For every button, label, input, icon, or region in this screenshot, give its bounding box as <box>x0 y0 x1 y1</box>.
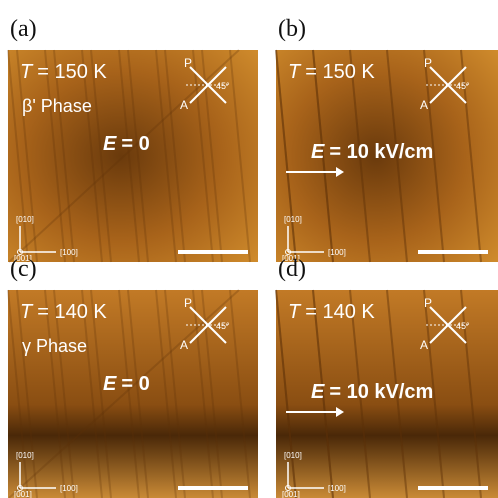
field-value: = 10 kV/cm <box>329 141 433 163</box>
temp-symbol: T <box>20 301 34 323</box>
field-symbol: E <box>311 141 325 163</box>
temp-value: = 140 K <box>37 301 107 323</box>
field-value: = 10 kV/cm <box>329 381 433 403</box>
phase: β' Phase <box>22 96 92 116</box>
micrograph: T= 150 Kβ' PhaseE= 0PA45°[010][001][100] <box>8 50 258 263</box>
scale-bar <box>178 486 248 490</box>
axis-label: [100] <box>60 248 78 257</box>
angle-label: 45° <box>216 81 230 91</box>
temp-value: = 150 K <box>37 61 107 83</box>
panel-label: (d) <box>278 256 306 282</box>
scale-bar <box>178 250 248 254</box>
angle-label: 45° <box>456 81 470 91</box>
angle-label: 45° <box>216 321 230 331</box>
axis-label: [100] <box>60 484 78 493</box>
phase: γ Phase <box>22 336 87 356</box>
field-value: = 0 <box>121 133 149 155</box>
field-symbol: E <box>103 373 117 395</box>
temp-value: = 140 K <box>305 301 375 323</box>
analyzer-label: A <box>420 338 428 352</box>
micrograph: T= 140 K E= 10 kV/cm P A 45° [010] [001] [100] <box>276 290 498 498</box>
micrograph: T= 140 K γ Phase E= 0 P A 45° [010] [001] [100] <box>8 290 258 498</box>
temp-symbol: T <box>288 301 302 323</box>
polarizer-label: P <box>184 296 192 310</box>
page: {"panels":[ {"label":"(a)","temp_symbol"… <box>0 0 498 498</box>
axis-label: [010] <box>284 451 302 460</box>
axis-label: [001] <box>14 490 32 498</box>
polarizer-label: P <box>424 56 432 70</box>
panel-label: (a) <box>10 16 37 42</box>
field-symbol: E <box>311 381 325 403</box>
field: E= 10 kV/cm <box>311 381 433 403</box>
polarizer-label: P <box>424 296 432 310</box>
field-value: = 0 <box>121 373 149 395</box>
field: E= 10 kV/cm <box>311 141 433 163</box>
temp-symbol: T <box>288 61 302 83</box>
scale-bar <box>418 250 488 254</box>
analyzer-label: A <box>180 98 188 112</box>
angle-label: 45° <box>456 321 470 331</box>
field-symbol: E <box>103 133 117 155</box>
panel-label: (c) <box>10 256 37 282</box>
axis-label: [100] <box>328 484 346 493</box>
axis-label: [010] <box>16 215 34 224</box>
scale-bar <box>418 486 488 490</box>
axis-label: [100] <box>328 248 346 257</box>
figure: (a)T= 150 Kβ' PhaseE= 0PA45°[010][001][1… <box>0 0 498 498</box>
analyzer-label: A <box>180 338 188 352</box>
temp-value: = 150 K <box>305 61 375 83</box>
temp-symbol: T <box>20 61 34 83</box>
axis-label: [010] <box>16 451 34 460</box>
axis-label: [001] <box>282 490 300 498</box>
axis-label: [010] <box>284 215 302 224</box>
panel-label: (b) <box>278 16 306 42</box>
polarizer-label: P <box>184 56 192 70</box>
analyzer-label: A <box>420 98 428 112</box>
field: E= 0 <box>103 133 150 155</box>
field: E= 0 <box>103 373 150 395</box>
